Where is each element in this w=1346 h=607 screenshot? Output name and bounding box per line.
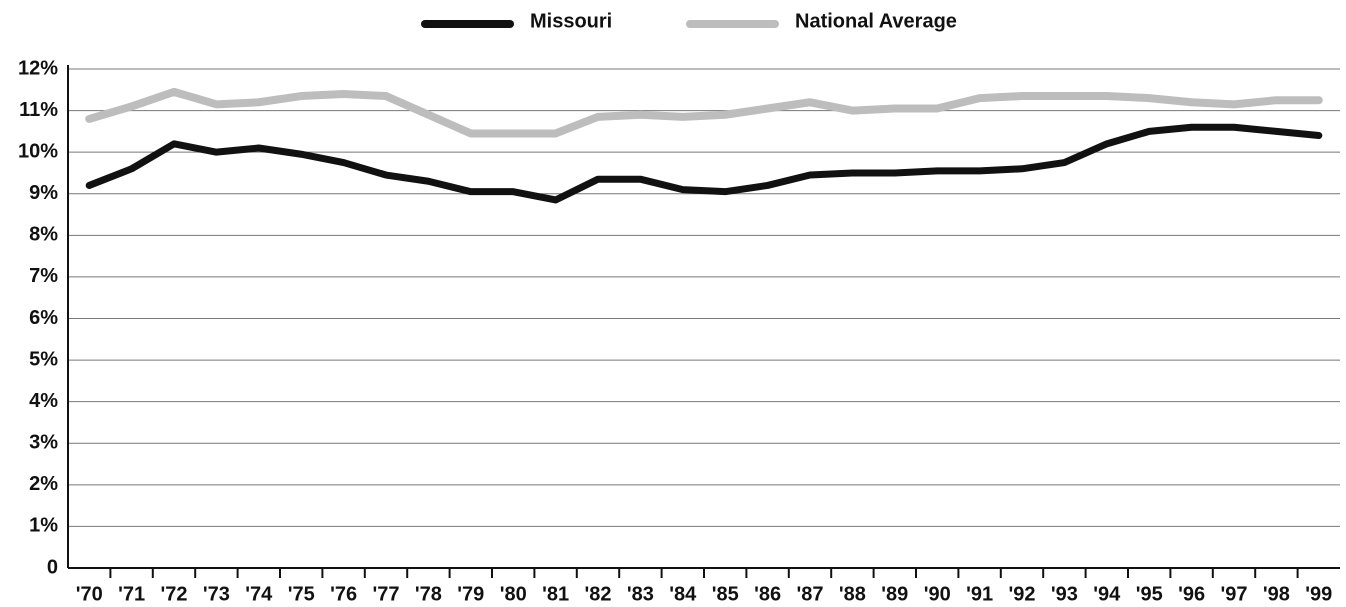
x-tick-label: '84	[669, 583, 697, 605]
x-tick-label: '70	[76, 583, 103, 605]
x-tick-label: '79	[457, 583, 484, 605]
y-tick-label: 2%	[29, 473, 58, 495]
y-tick-label: 6%	[29, 307, 58, 329]
y-tick-label: 7%	[29, 265, 58, 287]
y-tick-label: 4%	[29, 390, 58, 412]
legend-label: National Average	[795, 10, 957, 32]
x-tick-label: '83	[627, 583, 654, 605]
x-tick-label: '97	[1220, 583, 1247, 605]
y-tick-label: 3%	[29, 432, 58, 454]
x-tick-label: '90	[924, 583, 951, 605]
y-tick-label: 1%	[29, 515, 58, 537]
x-tick-label: '93	[1051, 583, 1078, 605]
x-tick-label: '71	[118, 583, 145, 605]
x-tick-label: '82	[584, 583, 611, 605]
y-tick-label: 10%	[18, 140, 58, 162]
x-tick-label: '92	[1008, 583, 1035, 605]
x-tick-label: '96	[1178, 583, 1205, 605]
series-line	[85, 123, 1323, 204]
x-tick-label: '91	[966, 583, 993, 605]
x-tick-label: '98	[1263, 583, 1290, 605]
x-tick-label: '86	[754, 583, 781, 605]
x-tick-label: '78	[415, 583, 442, 605]
x-tick-label: '85	[712, 583, 739, 605]
x-tick-label: '77	[372, 583, 399, 605]
x-tick-label: '80	[500, 583, 527, 605]
x-tick-label: '76	[330, 583, 357, 605]
x-tick-label: '72	[160, 583, 187, 605]
x-tick-label: '75	[288, 583, 315, 605]
x-tick-label: '99	[1305, 583, 1332, 605]
series-line	[85, 87, 1323, 138]
x-tick-label: '73	[203, 583, 230, 605]
x-tick-label: '81	[542, 583, 569, 605]
x-tick-label: '95	[1136, 583, 1163, 605]
x-tick-label: '74	[245, 583, 273, 605]
x-tick-label: '89	[881, 583, 908, 605]
x-tick-label: '94	[1093, 583, 1121, 605]
x-tick-label: '88	[839, 583, 866, 605]
y-tick-label: 9%	[29, 182, 58, 204]
y-tick-label: 12%	[18, 57, 58, 79]
legend-label: Missouri	[530, 10, 612, 32]
x-tick-label: '87	[796, 583, 823, 605]
y-tick-label: 11%	[19, 99, 58, 121]
y-tick-label: 8%	[29, 224, 58, 246]
y-tick-label: 0	[47, 556, 58, 578]
y-tick-label: 5%	[29, 348, 58, 370]
